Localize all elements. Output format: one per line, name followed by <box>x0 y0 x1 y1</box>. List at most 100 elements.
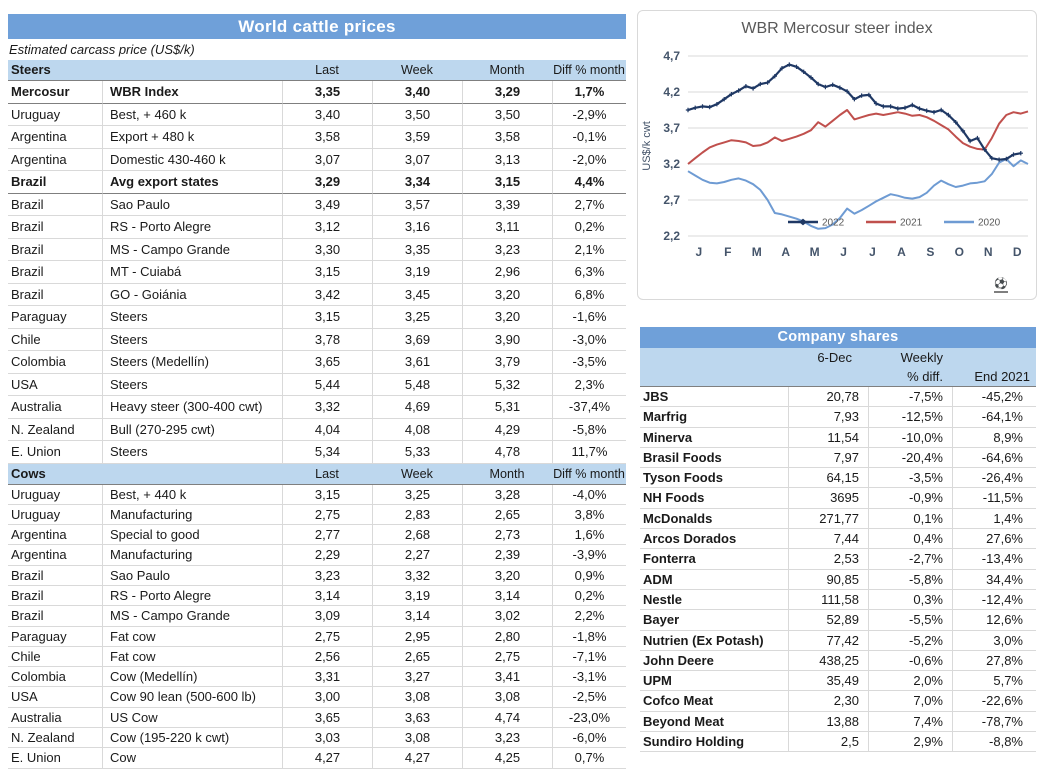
cell-end-2021: -12,4% <box>952 589 1036 611</box>
cell-country: Chile <box>8 329 102 351</box>
steers-header-row: Steers Last Week Month Diff % month <box>8 60 626 81</box>
cell-country: Paraguay <box>8 306 102 329</box>
cell-month: 5,31 <box>462 396 552 419</box>
cell-diff: -3,0% <box>552 328 626 351</box>
cell-price: 271,77 <box>788 508 868 530</box>
cell-detail: Best, + 460 k <box>102 103 282 126</box>
cell-month: 3,20 <box>462 283 552 306</box>
cell-last: 3,65 <box>282 351 372 374</box>
cell-country: E. Union <box>8 441 102 464</box>
cell-last: 3,78 <box>282 328 372 351</box>
company-row: Marfrig 7,93 -12,5% -64,1% <box>640 407 1036 428</box>
cell-detail: Domestic 430-460 k <box>102 148 282 171</box>
cell-week: 3,14 <box>372 606 462 627</box>
cell-last: 2,56 <box>282 646 372 668</box>
cell-country: Argentina <box>8 545 102 566</box>
cell-detail: Manufacturing <box>102 504 282 526</box>
cell-week: 3,07 <box>372 148 462 171</box>
company-row: Minerva 11,54 -10,0% 8,9% <box>640 427 1036 448</box>
cell-country: Uruguay <box>8 505 102 526</box>
cell-week: 3,57 <box>372 193 462 216</box>
cell-end-2021: -13,4% <box>952 549 1036 570</box>
company-col-weekly-bottom: % diff. <box>907 369 943 384</box>
cell-price: 77,42 <box>788 630 868 651</box>
steer-index-chart: 4,7 4,2 3,7 3,2 2,7 2,2 US$/k cwt J F M A M J J A S O N D 2… <box>641 49 1029 259</box>
price-row: Paraguay Steers 3,15 3,25 3,20 -1,6% <box>8 306 626 329</box>
cell-last: 3,35 <box>282 81 372 104</box>
cell-weekly-diff: -5,2% <box>868 630 952 651</box>
cell-month: 3,08 <box>462 687 552 708</box>
company-row: ADM 90,85 -5,8% 34,4% <box>640 569 1036 590</box>
cell-detail: RS - Porto Alegre <box>102 585 282 607</box>
col-header-month: Month <box>462 464 552 485</box>
company-row: Beyond Meat 13,88 7,4% -78,7% <box>640 711 1036 733</box>
cell-week: 2,68 <box>372 525 462 546</box>
company-col-date: 6-Dec <box>788 348 868 387</box>
cell-diff: -4,0% <box>552 484 626 505</box>
cell-last: 3,15 <box>282 261 372 284</box>
price-row: Australia US Cow 3,65 3,63 4,74 -23,0% <box>8 707 626 729</box>
cell-month: 3,39 <box>462 193 552 216</box>
cell-company-name: ADM <box>640 570 788 590</box>
cell-last: 2,75 <box>282 626 372 647</box>
cell-diff: -1,6% <box>552 306 626 329</box>
cell-week: 3,45 <box>372 283 462 306</box>
cell-company-name: NH Foods <box>640 488 788 509</box>
cell-price: 52,89 <box>788 610 868 631</box>
cell-detail: Export + 480 k <box>102 126 282 149</box>
cell-week: 3,08 <box>372 728 462 749</box>
cell-diff: 2,2% <box>552 606 626 627</box>
cell-price: 7,44 <box>788 529 868 550</box>
cell-end-2021: -11,5% <box>952 488 1036 509</box>
price-row: Brazil RS - Porto Alegre 3,12 3,16 3,11 0,2% <box>8 216 626 239</box>
x-tick-label: F <box>724 245 731 259</box>
sources-note: Sources: Uruguayan operators, Mercado de… <box>8 771 626 773</box>
cell-end-2021: 8,9% <box>952 427 1036 448</box>
cell-detail: Steers <box>102 441 282 464</box>
company-col-date-label: 6-Dec <box>817 350 852 365</box>
cell-detail: Bull (270-295 cwt) <box>102 418 282 441</box>
cell-country: Colombia <box>8 667 102 688</box>
cell-company-name: Tyson Foods <box>640 468 788 489</box>
cell-diff: 0,2% <box>552 216 626 239</box>
cell-diff: -7,1% <box>552 646 626 668</box>
cell-country: Colombia <box>8 351 102 374</box>
cell-end-2021: -64,6% <box>952 447 1036 469</box>
x-tick-label: O <box>955 245 964 259</box>
cell-last: 5,44 <box>282 373 372 396</box>
cell-month: 3,20 <box>462 306 552 329</box>
cell-detail: Sao Paulo <box>102 565 282 586</box>
cell-month: 4,74 <box>462 707 552 729</box>
cell-weekly-diff: -5,8% <box>868 569 952 590</box>
cell-last: 3,15 <box>282 484 372 505</box>
panel-title: World cattle prices <box>238 17 396 36</box>
cell-diff: 6,8% <box>552 283 626 306</box>
cell-diff: -37,4% <box>552 396 626 419</box>
cell-country: N. Zealand <box>8 419 102 441</box>
cell-detail: Special to good <box>102 525 282 546</box>
cell-detail: Cow (Medellín) <box>102 667 282 688</box>
cell-price: 90,85 <box>788 569 868 590</box>
cell-week: 5,48 <box>372 373 462 396</box>
cell-weekly-diff: 7,4% <box>868 711 952 733</box>
x-tick-label: J <box>840 245 847 259</box>
price-row: N. Zealand Cow (195-220 k cwt) 3,03 3,08 3,2… <box>8 728 626 749</box>
cell-weekly-diff: -10,0% <box>868 427 952 448</box>
cell-detail: Manufacturing <box>102 545 282 566</box>
cell-company-name: Cofco Meat <box>640 691 788 712</box>
cell-company-name: Nestle <box>640 590 788 611</box>
panel-subtitle: Estimated carcass price (US$/k) <box>9 42 195 57</box>
cell-company-name: Marfrig <box>640 407 788 428</box>
cell-last: 5,34 <box>282 441 372 464</box>
cell-diff: -3,1% <box>552 667 626 688</box>
cell-price: 11,54 <box>788 427 868 448</box>
cell-country: Australia <box>8 708 102 729</box>
price-row: E. Union Steers 5,34 5,33 4,78 11,7% <box>8 441 626 464</box>
cell-month: 2,75 <box>462 646 552 668</box>
company-row: Bayer 52,89 -5,5% 12,6% <box>640 610 1036 631</box>
cell-country: Brazil <box>8 194 102 216</box>
panel-title-bar: World cattle prices <box>8 14 626 39</box>
cell-price: 20,78 <box>788 387 868 408</box>
cell-end-2021: 3,0% <box>952 630 1036 651</box>
cell-detail: WBR Index <box>102 81 282 104</box>
